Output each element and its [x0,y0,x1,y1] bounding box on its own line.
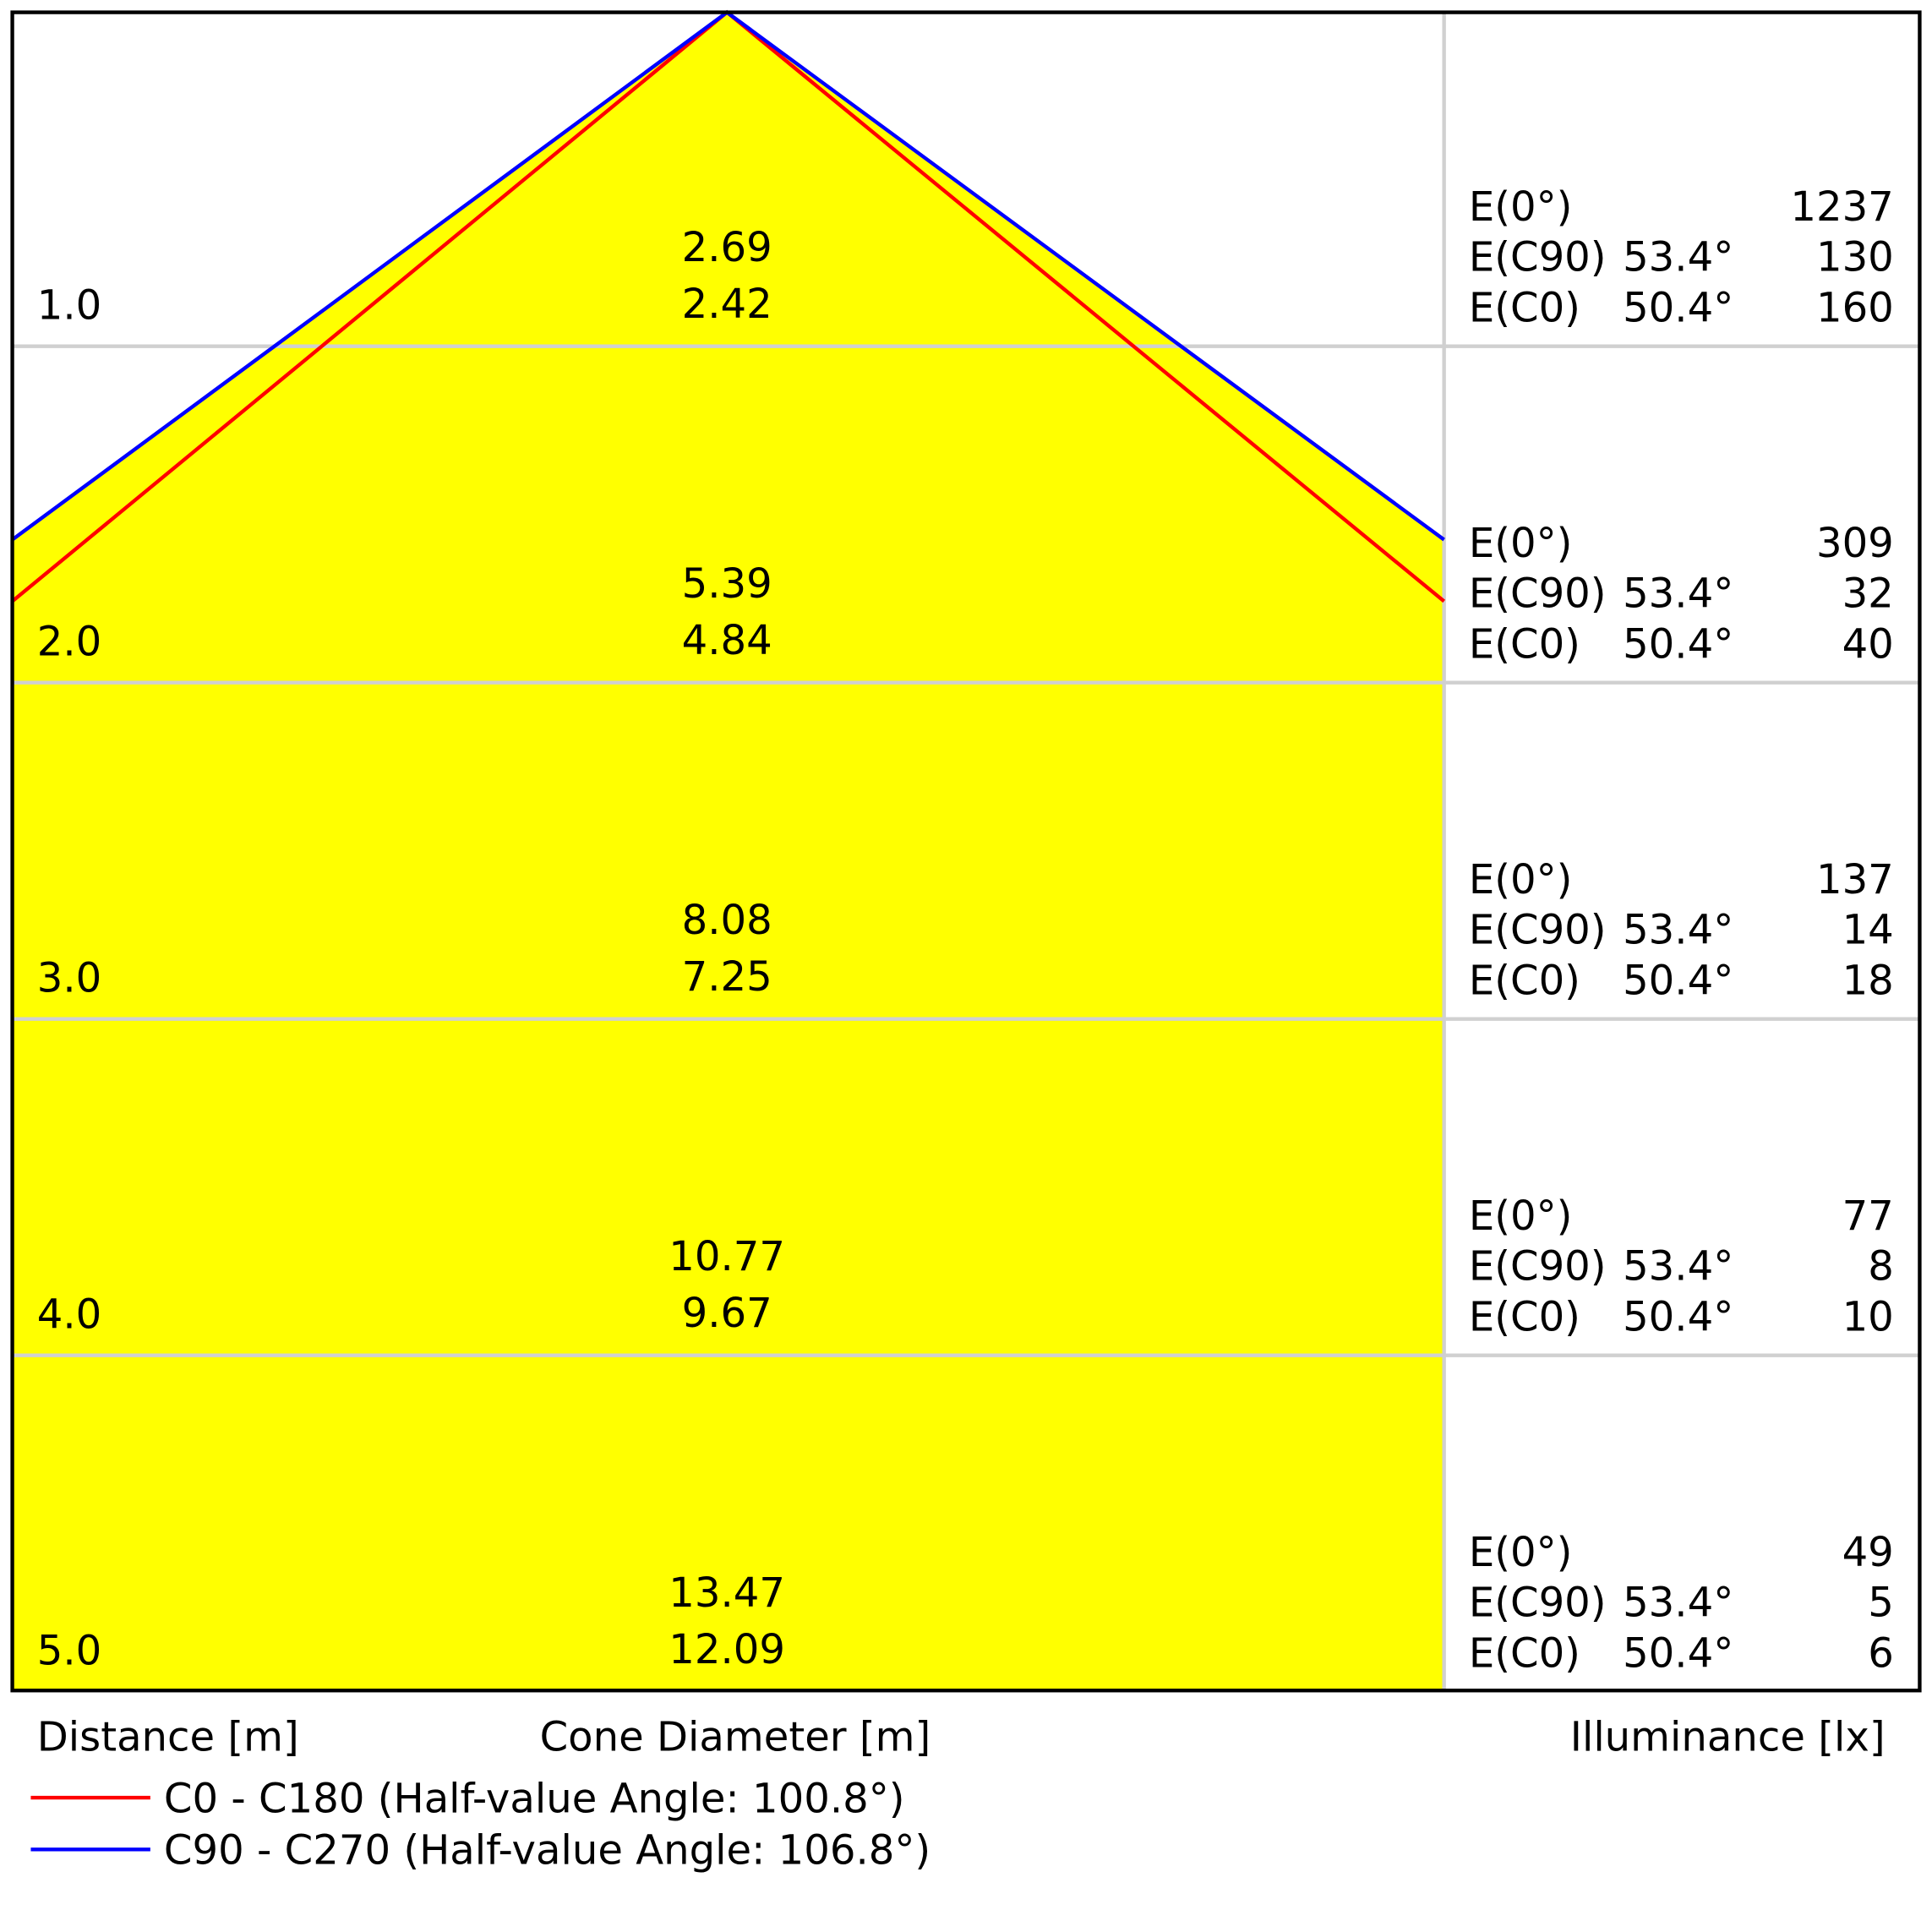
illuminance-angle: 50.4° [1623,620,1733,668]
axis-label: Illuminance [lx] [1570,1714,1886,1761]
illuminance-value: 49 [1842,1529,1894,1576]
cone-diameter: 10.77 [669,1233,785,1280]
illuminance-label: E(C90) [1469,1243,1607,1291]
cone-diameter: 2.69 [682,224,772,271]
illuminance-value: 14 [1842,907,1894,954]
illuminance-value: 5 [1868,1580,1894,1627]
illuminance-angle: 50.4° [1623,957,1733,1004]
cone-diameter: 9.67 [682,1290,772,1337]
illuminance-label: E(C0) [1469,1629,1580,1677]
cone-diameter: 8.08 [682,897,772,944]
illuminance-label: E(C90) [1469,234,1607,281]
illuminance-angle: 50.4° [1623,1629,1733,1677]
illuminance-value: 18 [1842,957,1894,1004]
illuminance-angle: 50.4° [1623,284,1733,331]
illuminance-label: E(C0) [1469,1293,1580,1340]
cone-diameter: 12.09 [669,1626,785,1673]
illuminance-label: E(C90) [1469,1580,1607,1627]
row-lines [12,12,1920,1691]
illuminance-label: E(0°) [1469,520,1573,567]
illuminance-value: 77 [1842,1192,1894,1240]
illuminance-value: 6 [1868,1629,1894,1677]
illuminance-label: E(0°) [1469,1529,1573,1576]
cone-diameter: 13.47 [669,1569,785,1617]
illuminance-value: 10 [1842,1293,1894,1340]
illuminance-angle: 53.4° [1623,907,1733,954]
distance-label: 5.0 [37,1628,102,1675]
illuminance-value: 40 [1842,620,1894,668]
illuminance-value: 160 [1816,284,1894,331]
cone-diameter: 7.25 [682,953,772,1001]
illuminance-angle: 50.4° [1623,1293,1733,1340]
illuminance-label: E(C0) [1469,957,1580,1004]
cone-diameter: 5.39 [682,560,772,608]
illuminance-label: E(C90) [1469,907,1607,954]
illuminance-label: E(0°) [1469,1192,1573,1240]
cone-diameter: 2.42 [682,281,772,328]
axis-label: Distance [m] [37,1714,299,1761]
legend-label: C0 - C180 (Half-value Angle: 100.8°) [164,1775,905,1822]
illuminance-label: E(C90) [1469,570,1607,618]
axis-label: Cone Diameter [m] [540,1714,931,1761]
distance-label: 1.0 [37,281,102,329]
cone-fill [12,12,1444,1691]
illuminance-label: E(C0) [1469,284,1580,331]
distance-label: 2.0 [37,618,102,665]
illuminance-angle: 53.4° [1623,1580,1733,1627]
illuminance-value: 1237 [1790,183,1893,231]
illuminance-value: 137 [1816,856,1894,903]
distance-label: 3.0 [37,954,102,1001]
illuminance-label: E(0°) [1469,856,1573,903]
illuminance-label: E(C0) [1469,620,1580,668]
legend-label: C90 - C270 (Half-value Angle: 106.8°) [164,1827,931,1875]
illuminance-angle: 53.4° [1623,570,1733,618]
illuminance-value: 32 [1842,570,1894,618]
cone-diameter: 4.84 [682,617,772,664]
illuminance-value: 8 [1868,1243,1894,1291]
frame [10,10,1922,1693]
illuminance-value: 309 [1816,520,1894,567]
illuminance-label: E(0°) [1469,183,1573,231]
illuminance-angle: 53.4° [1623,234,1733,281]
illuminance-angle: 53.4° [1623,1243,1733,1291]
distance-label: 4.0 [37,1291,102,1339]
illuminance-value: 130 [1816,234,1894,281]
